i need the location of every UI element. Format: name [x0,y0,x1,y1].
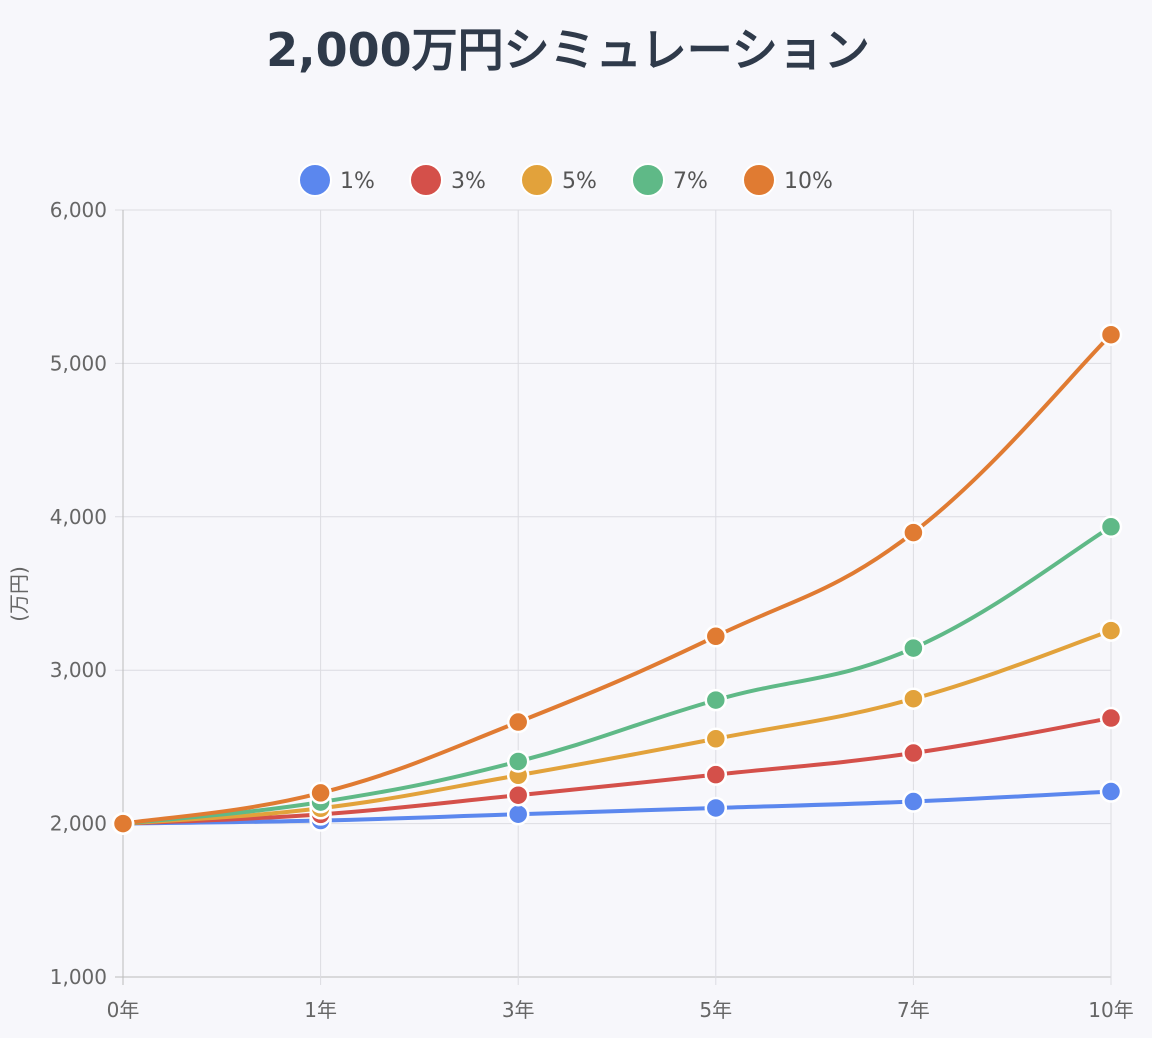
x-tick-label: 1年 [304,998,337,1022]
series-line-3pct [122,716,1112,826]
legend-item-10pct: 10% [742,163,833,197]
data-point-1pct [704,796,728,820]
legend-marker [742,163,776,197]
y-tick-label: 2,000 [50,812,107,836]
legend-label: 3% [451,169,486,194]
legend-marker [409,163,443,197]
chart-title: 2,000万円シミュレーション [266,23,870,77]
data-point-10pct [1099,323,1123,346]
data-point-1pct [902,790,925,813]
y-tick-label: 6,000 [50,198,107,222]
data-point-7pct [704,688,728,712]
legend-item-3pct: 3% [409,163,486,197]
x-tick-label: 7年 [897,998,930,1022]
data-point-10pct [309,781,332,805]
legend-label: 1% [340,169,375,194]
data-point-7pct [1099,515,1123,539]
series-line-7pct [122,525,1113,826]
data-point-1pct [506,802,530,826]
series-line-1pct [122,789,1112,826]
legend-item-1pct: 1% [298,163,375,197]
y-tick-label: 4,000 [50,505,107,529]
series-line-5pct [122,628,1112,826]
legend-marker [520,163,554,197]
data-point-7pct [506,750,530,773]
legend-marker [298,163,332,197]
data-point-1pct [1099,780,1123,803]
data-point-3pct [704,763,728,786]
x-tick-label: 0年 [107,998,140,1022]
y-axis-label: (万円) [7,566,31,622]
data-point-10pct [902,521,925,544]
x-tick-label: 10年 [1088,998,1133,1022]
legend-label: 10% [784,169,833,194]
legend-marker [631,163,665,197]
y-tick-label: 1,000 [50,965,107,989]
x-tick-label: 5年 [699,998,732,1022]
legend-label: 7% [673,169,708,194]
y-tick-label: 5,000 [50,351,107,375]
data-point-10pct [704,625,728,648]
data-point-5pct [902,687,925,710]
data-point-3pct [1099,706,1123,730]
x-tick-label: 3年 [502,998,535,1022]
legend-label: 5% [562,169,597,194]
data-point-3pct [506,783,530,807]
series-line-10pct [122,333,1113,826]
legend-item-7pct: 7% [631,163,708,197]
data-point-7pct [902,636,925,660]
data-point-10pct [506,710,530,734]
legend-item-5pct: 5% [520,163,597,197]
data-point-5pct [704,727,728,751]
data-point-5pct [1099,619,1123,642]
y-tick-label: 3,000 [50,658,107,682]
data-point-3pct [902,741,925,765]
data-point-10pct [111,812,135,835]
